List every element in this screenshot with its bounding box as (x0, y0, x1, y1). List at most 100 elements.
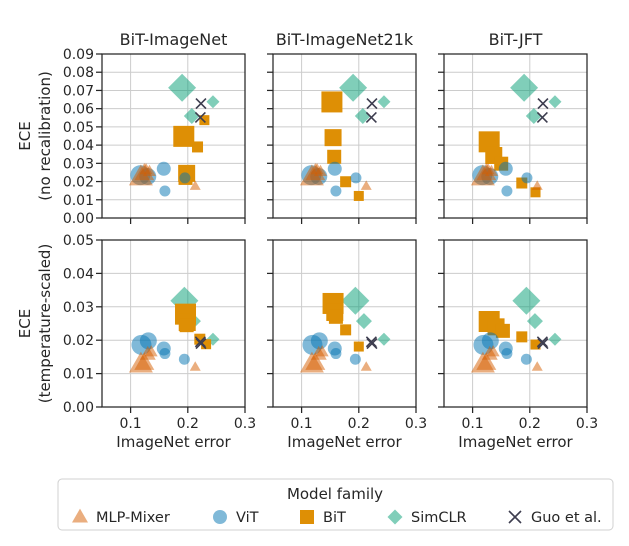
point-mlp-mixer (531, 180, 543, 190)
point-guo-et-al (537, 337, 549, 350)
panel-title: BiT-JFT (489, 30, 543, 49)
x-tick-label: 0.3 (576, 416, 598, 432)
legend-label: BiT (323, 510, 346, 526)
point-bit (194, 333, 206, 345)
point-simclr (512, 286, 541, 315)
y-tick-label: 0.01 (63, 367, 94, 383)
point-vit (159, 348, 171, 360)
point-simclr (377, 95, 391, 109)
legend-label: ViT (236, 510, 259, 526)
legend-label: Guo et al. (531, 510, 602, 526)
point-vit (349, 353, 361, 365)
point-bit (199, 115, 210, 126)
point-guo-et-al (195, 337, 207, 350)
axes-frame (443, 239, 588, 408)
y-tick-label: 0.00 (63, 211, 94, 227)
point-guo-et-al (366, 337, 378, 350)
point-vit (156, 161, 171, 176)
panels: BiT-ImageNet 0.00 0.01 0.02 0.03 0.04 0.05 0.06… (16, 30, 598, 451)
legend-item: MLP-Mixer (72, 508, 170, 526)
point-mlp-mixer (142, 164, 156, 177)
point-bit (353, 341, 364, 352)
point-vit (178, 353, 190, 365)
y-tick-label: 0.03 (63, 156, 94, 172)
point-bit (495, 323, 510, 338)
y-axis-label: ECE (16, 121, 34, 150)
point-vit (520, 353, 532, 365)
x-tick-label: 0.2 (177, 416, 199, 432)
point-mlp-mixer (189, 180, 201, 190)
point-bit (530, 187, 541, 198)
point-vit (330, 185, 342, 197)
point-bit (328, 309, 343, 324)
point-mlp-mixer (360, 361, 372, 371)
panel-no_recalibration-col1 (267, 53, 417, 224)
point-vit (139, 332, 157, 350)
point-mlp-mixer (476, 352, 497, 370)
y-axis-sublabel: (temperature-scaled) (36, 244, 54, 404)
panel-temperature_scaled-col0: 0.00 0.01 0.02 0.03 0.04 0.05 0.1 0.2 0.3ImageNe… (16, 233, 256, 451)
legend: Model family MLP-Mixer ViT BiT SimCLR Guo et… (57, 478, 614, 531)
point-vit (350, 172, 362, 184)
point-simclr (548, 95, 562, 109)
point-bit (516, 177, 528, 189)
point-vit (330, 348, 342, 360)
point-mlp-mixer (144, 345, 158, 357)
point-bit (353, 190, 364, 201)
point-guo-et-al (365, 111, 377, 123)
point-simclr (355, 313, 372, 330)
point-mlp-mixer (531, 361, 543, 371)
point-mlp-mixer (486, 345, 500, 357)
legend-frame (57, 478, 614, 531)
point-simclr (526, 313, 543, 330)
point-bit (321, 91, 343, 113)
x-tick-label: 0.1 (461, 416, 483, 432)
panel-no_recalibration-col0: 0.00 0.01 0.02 0.03 0.04 0.05 0.06 0.07 0.08 0.09… (16, 47, 246, 227)
x-tick-label: 0.1 (119, 416, 141, 432)
point-guo-et-al (194, 111, 206, 123)
x-tick-label: 0.1 (290, 416, 312, 432)
y-axis-sublabel: (no recalibration) (36, 71, 54, 201)
point-vit (310, 332, 328, 350)
point-simclr (354, 107, 371, 124)
point-vit (521, 172, 533, 184)
y-tick-label: 0.00 (63, 400, 94, 416)
point-bit (324, 129, 342, 147)
axes-frame (272, 53, 417, 219)
x-tick-label: 0.3 (405, 416, 427, 432)
point-simclr (377, 332, 391, 346)
point-simclr (525, 107, 542, 124)
point-simclr (183, 107, 200, 124)
point-bit (173, 125, 195, 147)
legend-label: MLP-Mixer (96, 510, 170, 526)
point-mlp-mixer (134, 352, 155, 370)
legend-item: ViT (213, 510, 259, 526)
point-vit (159, 185, 171, 197)
point-mlp-mixer (313, 164, 327, 177)
point-simclr (339, 73, 368, 102)
point-bit (340, 176, 352, 188)
point-vit (501, 348, 513, 360)
y-tick-label: 0.08 (63, 65, 94, 81)
point-bit (201, 339, 212, 350)
point-simclr (168, 73, 197, 102)
point-simclr (206, 95, 220, 109)
y-tick-label: 0.02 (63, 333, 94, 349)
legend-entries: MLP-Mixer ViT BiT SimCLR Guo et al. (72, 508, 602, 526)
point-vit (179, 172, 191, 184)
x-tick-label: 0.2 (348, 416, 370, 432)
point-guo-et-al (537, 97, 549, 110)
panel-title: BiT-ImageNet21k (276, 30, 414, 49)
y-tick-label: 0.01 (63, 193, 94, 209)
point-mlp-mixer (315, 345, 329, 357)
legend-item: SimCLR (387, 509, 467, 526)
point-bit (179, 318, 194, 333)
point-vit (481, 332, 499, 350)
point-guo-et-al (536, 111, 548, 123)
legend-item: Guo et al. (508, 510, 602, 526)
legend-item: BiT (300, 510, 346, 526)
point-vit (327, 161, 342, 176)
y-tick-label: 0.03 (63, 300, 94, 316)
panel-no_recalibration-col2 (438, 53, 588, 224)
